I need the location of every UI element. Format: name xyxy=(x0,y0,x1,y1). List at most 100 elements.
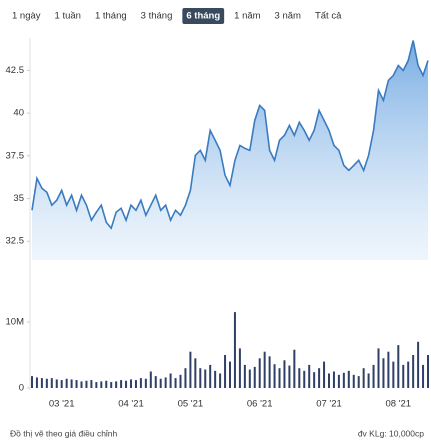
volume-bar xyxy=(149,371,152,388)
x-tick-label: 05 '21 xyxy=(178,399,204,410)
volume-bar xyxy=(238,348,241,388)
volume-bar xyxy=(194,358,197,388)
volume-bar xyxy=(308,364,311,388)
volume-bar xyxy=(184,368,187,388)
volume-bar xyxy=(407,361,410,388)
volume-bar xyxy=(45,378,48,388)
volume-bar xyxy=(402,364,405,388)
volume-bar xyxy=(224,355,227,388)
volume-bar xyxy=(130,379,132,388)
range-button-label[interactable]: 3 năm xyxy=(275,11,301,22)
volume-bar xyxy=(263,351,266,388)
volume-bar xyxy=(332,371,335,388)
y-tick-label: 10M xyxy=(6,317,25,328)
volume-bar xyxy=(189,351,192,388)
range-button-label[interactable]: 1 tuần xyxy=(55,11,81,22)
volume-bar xyxy=(283,360,286,388)
range-buttons: 1 ngày 1 tuần 1 tháng 3 tháng 6 tháng 1 năm 3 … xyxy=(12,8,342,24)
price-area xyxy=(32,40,428,261)
volume-bar xyxy=(214,370,217,388)
volume-bar xyxy=(372,364,375,388)
volume-bar xyxy=(40,378,43,388)
x-tick-label: 04 '21 xyxy=(118,399,144,410)
volume-bar xyxy=(318,368,321,388)
x-tick-label: 06 '21 xyxy=(247,399,273,410)
volume-bar xyxy=(293,349,296,388)
y-tick-label: 40 xyxy=(13,108,24,119)
volume-bar xyxy=(100,381,103,388)
volume-bar xyxy=(417,341,420,388)
range-button-label[interactable]: 1 năm xyxy=(234,11,260,22)
volume-bar xyxy=(85,380,88,388)
volume-bar xyxy=(233,312,236,388)
range-button-active[interactable] xyxy=(182,8,225,24)
x-tick-label: 03 '21 xyxy=(49,399,75,410)
price-line xyxy=(31,40,429,230)
volume-bar xyxy=(110,382,113,388)
volume-bar xyxy=(204,369,207,388)
volume-bar xyxy=(95,382,98,388)
volume-bar xyxy=(139,378,142,388)
volume-bar xyxy=(382,358,385,388)
footer-note: Đồ thị vẽ theo giá điều chỉnh xyxy=(10,428,118,438)
volume-bar xyxy=(65,378,68,388)
volume-bar xyxy=(328,373,330,388)
volume-bar xyxy=(31,376,33,388)
volume-bar xyxy=(154,376,157,388)
volume-bar xyxy=(229,361,231,388)
x-tick-label: 08 '21 xyxy=(386,399,412,410)
volume-bar xyxy=(80,381,83,388)
volume-bar xyxy=(164,377,167,388)
volume-bar xyxy=(253,366,256,388)
volume-bar xyxy=(179,374,182,388)
range-button-label[interactable]: 1 tháng xyxy=(95,11,127,22)
volume-bar xyxy=(422,364,425,388)
y-tick-label: 42.5 xyxy=(6,65,25,76)
range-button-label[interactable]: 3 tháng xyxy=(141,11,173,22)
volume-bar xyxy=(397,345,400,388)
volume-chart: 0 10M xyxy=(6,312,429,394)
volume-bar xyxy=(278,368,281,388)
volume-bar xyxy=(313,372,316,388)
volume-bar xyxy=(35,377,38,388)
volume-bar xyxy=(337,374,340,388)
volume-bar xyxy=(352,374,355,388)
volume-bar xyxy=(70,379,73,388)
volume-bar xyxy=(115,381,118,388)
volume-bar xyxy=(174,378,177,388)
range-button-label[interactable]: Tất cả xyxy=(315,11,342,22)
volume-bar xyxy=(342,372,345,388)
x-tick-label: 07 '21 xyxy=(316,399,342,410)
volume-bar xyxy=(362,368,365,388)
volume-bar xyxy=(258,358,261,388)
range-button-label[interactable]: 6 tháng xyxy=(186,11,220,22)
volume-bar xyxy=(357,376,360,388)
range-button-label[interactable]: 1 ngày xyxy=(12,11,41,22)
volume-bar xyxy=(303,370,306,388)
volume-bar xyxy=(367,373,370,388)
volume-bar xyxy=(387,351,390,388)
volume-bar xyxy=(75,380,78,388)
y-tick-label: 35 xyxy=(13,193,24,204)
volume-bar xyxy=(55,379,58,388)
volume-bar xyxy=(323,361,326,388)
volume-bar xyxy=(134,380,137,388)
volume-bar xyxy=(268,356,271,388)
volume-bar xyxy=(159,378,162,388)
volume-bar xyxy=(298,368,301,388)
volume-bar xyxy=(427,355,429,388)
volume-bar xyxy=(377,348,380,388)
y-tick-label: 32.5 xyxy=(6,236,25,247)
volume-bar xyxy=(219,373,222,388)
volume-bar xyxy=(209,364,212,388)
y-tick-label: 0 xyxy=(19,383,24,394)
volume-bar xyxy=(169,373,172,388)
volume-bar xyxy=(412,355,415,388)
volume-bar xyxy=(243,364,246,388)
volume-bar xyxy=(125,380,128,388)
volume-bar xyxy=(50,378,53,388)
volume-bar xyxy=(60,380,63,388)
volume-bar xyxy=(288,365,291,388)
volume-bar xyxy=(273,364,276,388)
